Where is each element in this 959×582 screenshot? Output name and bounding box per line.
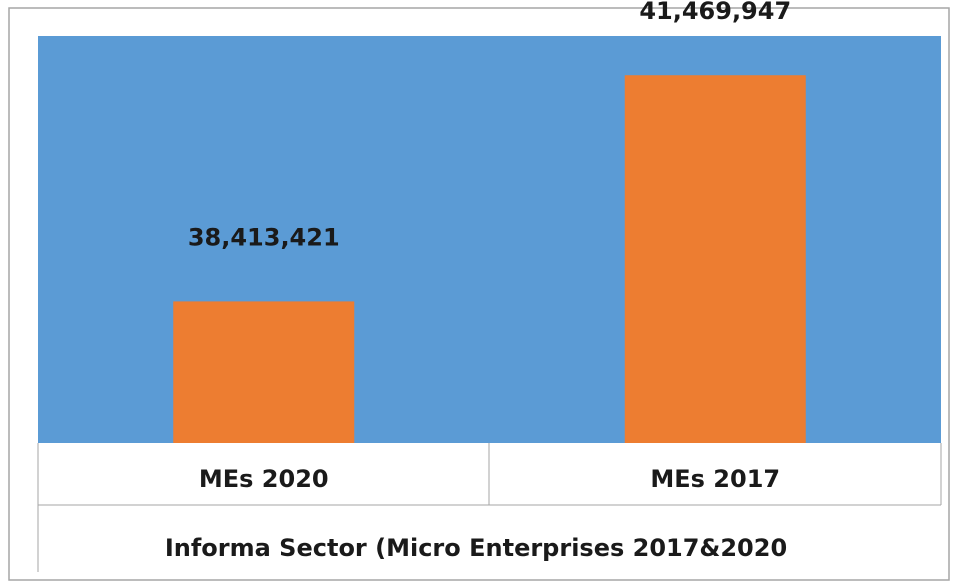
- category-label-1: MEs 2017: [650, 465, 780, 493]
- category-label-0: MEs 2020: [199, 465, 329, 493]
- bar-series: [173, 75, 806, 443]
- data-label-1: 41,469,947: [639, 0, 791, 25]
- category-labels: MEs 2020 MEs 2017: [199, 465, 780, 493]
- bar-0: [173, 301, 355, 443]
- data-labels: 38,413,421 41,469,947: [188, 0, 791, 251]
- x-axis-title: Informa Sector (Micro Enterprises 2017&2…: [165, 534, 787, 562]
- data-label-0: 38,413,421: [188, 223, 340, 251]
- bar-1: [624, 75, 806, 443]
